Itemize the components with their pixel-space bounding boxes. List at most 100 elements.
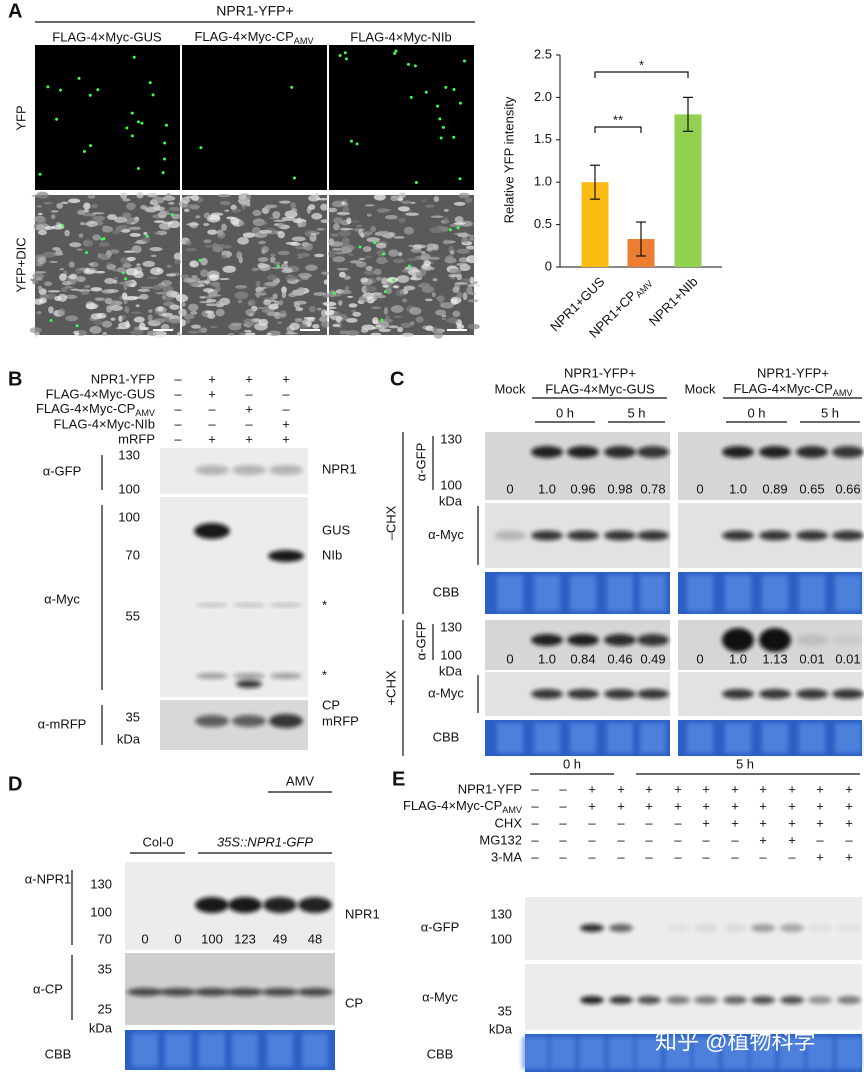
dic-texture (168, 201, 175, 205)
cbb-lane (534, 575, 560, 611)
panel-label: D (8, 773, 22, 795)
quantification: 0 (141, 931, 148, 946)
dic-texture (44, 226, 55, 230)
marker-unit: kDa (89, 1020, 113, 1035)
dic-texture (29, 327, 42, 334)
sign: – (617, 832, 625, 847)
dic-texture (348, 253, 354, 257)
band (604, 634, 636, 646)
cbb-lane (762, 575, 788, 611)
cbb-label: CBB (45, 1046, 72, 1061)
dic-texture (174, 259, 181, 265)
dic-texture (358, 295, 368, 303)
band (236, 680, 262, 688)
dic-texture (61, 287, 68, 292)
sign: – (559, 798, 567, 813)
dic-texture (126, 202, 136, 211)
row-label: YFP+DIC (13, 237, 28, 292)
dic-texture (281, 268, 294, 274)
dic-texture (45, 293, 57, 300)
sign: + (731, 815, 739, 830)
band (567, 530, 599, 541)
band (694, 996, 718, 1004)
sign: + (245, 401, 253, 416)
dic-texture (277, 250, 290, 256)
dic-texture (383, 306, 389, 315)
dic-texture (281, 216, 296, 221)
dic-texture (59, 273, 68, 281)
marker: 100 (490, 931, 512, 946)
dic-texture (335, 315, 342, 324)
dic-texture (409, 307, 422, 315)
band (269, 465, 303, 475)
condition-label: NPR1-YFP (458, 781, 522, 796)
dic-texture (122, 212, 131, 218)
dic-texture (195, 215, 201, 219)
dic-texture (200, 269, 209, 277)
dic-texture (327, 207, 338, 213)
bar (674, 114, 702, 267)
dic-texture (36, 310, 42, 315)
dic-texture (442, 239, 450, 245)
dic-texture (92, 234, 101, 241)
dic-texture (37, 229, 47, 236)
dic-texture (185, 247, 197, 252)
marker: 35 (98, 961, 112, 976)
quantification: 1.0 (729, 651, 747, 666)
dic-texture (236, 251, 243, 259)
dic-texture (469, 276, 475, 285)
dic-texture (247, 299, 256, 307)
band (232, 715, 266, 727)
dic-signal (49, 319, 53, 323)
band (227, 988, 263, 996)
band (195, 715, 229, 727)
yfp-signal (130, 134, 134, 138)
dic-signal (102, 237, 106, 241)
dic-texture (238, 194, 247, 200)
dic-texture (382, 260, 389, 263)
dic-texture (124, 306, 130, 314)
group-header: NPR1-YFP+ (216, 3, 293, 19)
dic-texture (424, 298, 433, 302)
dic-texture (161, 294, 166, 300)
dic-texture (238, 332, 246, 335)
dic-texture (467, 323, 480, 330)
dic-texture (207, 229, 218, 235)
sign: + (816, 815, 824, 830)
dic-texture (314, 253, 325, 258)
dic-texture (356, 224, 363, 228)
dic-texture (222, 265, 236, 273)
marker-unit: kDa (117, 731, 141, 746)
time-label: 0 h (556, 405, 574, 420)
dic-texture (385, 287, 393, 295)
antibody-label: α-CP (33, 981, 63, 996)
dic-texture (375, 242, 387, 249)
dic-texture (217, 231, 226, 239)
cbb-lane (132, 1033, 158, 1067)
condition-label: CHX (495, 815, 523, 830)
sign: + (245, 371, 253, 386)
dic-texture (221, 223, 227, 231)
band (808, 924, 832, 932)
dic-texture (239, 199, 249, 206)
dic-texture (136, 263, 141, 267)
dic-texture (219, 297, 231, 306)
cbb-lane (570, 575, 596, 611)
y-tick-label: 1.0 (534, 174, 552, 189)
sign: – (674, 849, 682, 864)
panel-label: B (8, 368, 22, 390)
quantification: 0.84 (570, 651, 595, 666)
label-text: FLAG-4×Myc-CP (403, 798, 502, 813)
dic-texture (260, 264, 269, 269)
dic-texture (136, 191, 144, 199)
dic-texture (323, 301, 337, 307)
marker: 35 (498, 1003, 512, 1018)
dic-texture (106, 305, 112, 313)
dic-texture (113, 276, 118, 280)
antibody-label: α-Myc (44, 591, 80, 606)
yfp-signal (292, 176, 296, 180)
dic-texture (159, 222, 171, 230)
sign: – (531, 798, 539, 813)
dic-texture (433, 326, 438, 333)
dic-texture (317, 307, 322, 311)
